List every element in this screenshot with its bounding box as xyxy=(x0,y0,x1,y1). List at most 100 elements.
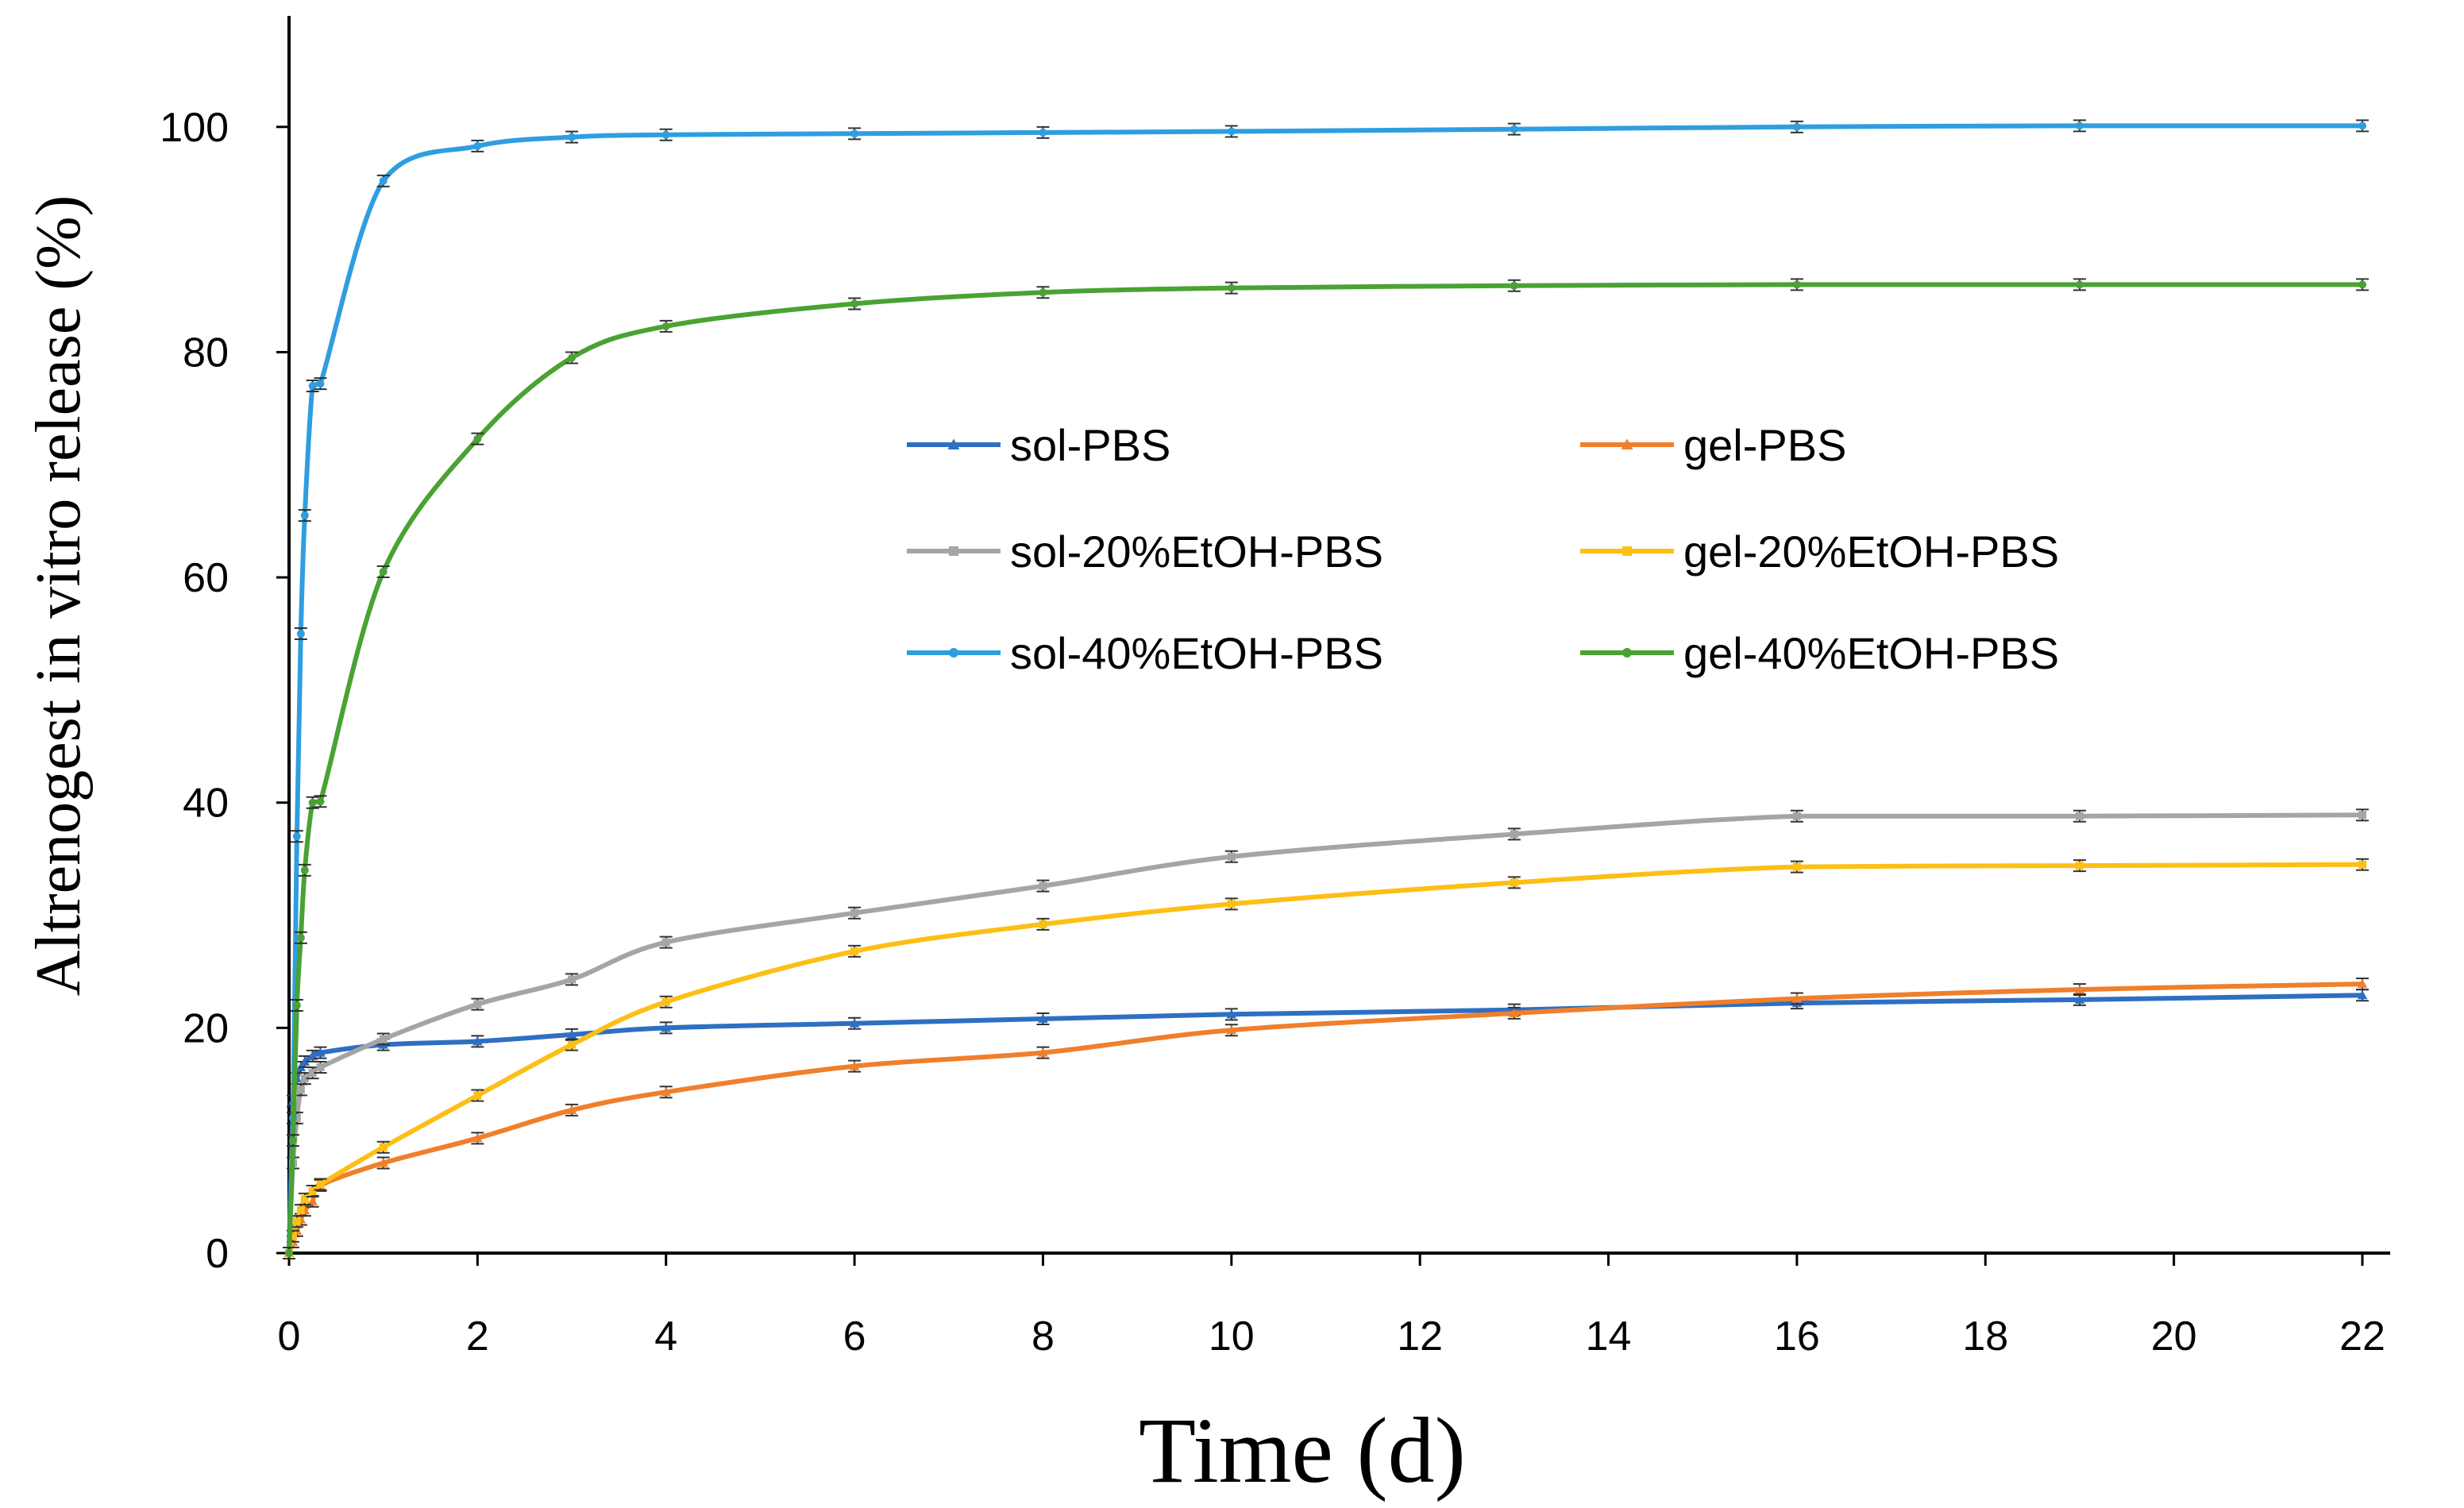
legend-item: gel-40%EtOH-PBS xyxy=(1580,628,2059,678)
x-tick-label: 14 xyxy=(1586,1313,1632,1360)
y-ticks: 0 20 40 60 80 100 xyxy=(160,105,289,1277)
legend-label: sol-PBS xyxy=(1010,420,1170,470)
data-point xyxy=(308,382,317,390)
legend-item: gel-PBS xyxy=(1580,420,1846,470)
legend-label: sol-40%EtOH-PBS xyxy=(1010,628,1383,678)
data-point xyxy=(307,1196,318,1205)
data-point xyxy=(300,511,309,520)
data-point xyxy=(568,133,576,141)
legend-label: sol-20%EtOH-PBS xyxy=(1010,526,1383,577)
y-tick-label: 80 xyxy=(183,330,229,376)
y-tick-label: 20 xyxy=(183,1005,229,1051)
data-point xyxy=(2358,860,2366,869)
data-point xyxy=(473,1000,482,1009)
legend-label: gel-40%EtOH-PBS xyxy=(1683,628,2059,678)
data-point xyxy=(288,1136,297,1145)
data-point xyxy=(299,1056,310,1066)
data-point xyxy=(661,938,670,947)
data-point xyxy=(849,1061,860,1070)
data-point xyxy=(2358,811,2366,820)
data-point xyxy=(308,1187,317,1195)
x-tick-label: 8 xyxy=(1031,1313,1055,1360)
data-point xyxy=(849,1018,860,1028)
data-point xyxy=(2075,121,2084,130)
data-point xyxy=(661,1086,671,1097)
data-point xyxy=(2074,984,2085,994)
x-tick-label: 20 xyxy=(2151,1313,2197,1360)
data-point xyxy=(379,1143,388,1151)
data-point xyxy=(1039,920,1047,928)
data-point xyxy=(661,1023,671,1032)
data-point xyxy=(292,1217,301,1226)
x-axis-title: Time (d) xyxy=(1139,1398,1466,1502)
data-point xyxy=(379,568,388,576)
data-point xyxy=(568,975,576,984)
data-point xyxy=(472,1036,483,1046)
legend-swatch-marker xyxy=(1621,438,1633,449)
data-point xyxy=(568,1040,576,1049)
data-point xyxy=(1792,862,1801,871)
x-tick-label: 2 xyxy=(466,1313,489,1360)
x-tick-label: 6 xyxy=(843,1313,866,1360)
data-point xyxy=(1038,1013,1048,1024)
data-point xyxy=(1039,288,1047,297)
data-point xyxy=(2357,989,2368,1000)
data-point xyxy=(2075,862,2084,870)
data-point xyxy=(2358,121,2366,130)
data-point xyxy=(316,1063,325,1071)
series-layer xyxy=(283,119,2369,1259)
data-point xyxy=(296,1086,305,1094)
data-point xyxy=(850,129,859,138)
data-point xyxy=(473,141,482,150)
data-point xyxy=(1791,993,1803,1003)
data-point xyxy=(1227,900,1236,908)
legend-item: sol-20%EtOH-PBS xyxy=(907,526,1383,577)
data-point xyxy=(1510,878,1518,887)
data-point xyxy=(296,933,305,942)
data-point xyxy=(1792,122,1801,131)
x-tick-label: 22 xyxy=(2339,1313,2385,1360)
data-point xyxy=(300,1074,309,1083)
axes xyxy=(287,16,2390,1255)
data-point xyxy=(1792,812,1801,820)
series-gel-20%EtOH-PBS xyxy=(283,858,2369,1259)
legend-item: sol-40%EtOH-PBS xyxy=(907,628,1383,678)
legend-label: gel-20%EtOH-PBS xyxy=(1683,526,2059,577)
data-point xyxy=(1226,1009,1237,1019)
legend-swatch-marker xyxy=(1622,648,1632,658)
data-point xyxy=(316,797,325,806)
data-point xyxy=(300,1194,309,1203)
data-point xyxy=(308,1069,317,1078)
legend-swatch-marker xyxy=(949,546,958,556)
legend-swatch-marker xyxy=(1622,546,1632,556)
data-point xyxy=(2357,978,2368,989)
data-point xyxy=(1227,283,1236,292)
data-point xyxy=(1510,830,1518,839)
data-point xyxy=(566,1029,577,1039)
data-point xyxy=(1039,128,1047,137)
data-point xyxy=(473,434,482,443)
x-ticks: 0 2 4 6 8 10 12 14 16 18 20 22 xyxy=(278,1253,2385,1360)
data-point xyxy=(661,322,670,330)
legend-label: gel-PBS xyxy=(1683,420,1846,470)
data-point xyxy=(300,866,309,874)
x-tick-label: 12 xyxy=(1397,1313,1443,1360)
x-tick-label: 4 xyxy=(654,1313,677,1360)
data-point xyxy=(379,176,388,185)
series-line xyxy=(287,282,2365,1255)
data-point xyxy=(378,1158,388,1167)
data-point xyxy=(379,1035,388,1043)
x-tick-label: 16 xyxy=(1774,1313,1820,1360)
data-point xyxy=(661,997,670,1006)
data-point xyxy=(1227,852,1236,861)
data-point xyxy=(308,798,317,807)
data-point xyxy=(568,353,576,362)
data-point xyxy=(472,1133,483,1143)
data-point xyxy=(2075,812,2084,820)
y-tick-label: 0 xyxy=(206,1231,229,1277)
data-point xyxy=(1227,127,1236,136)
data-point xyxy=(566,1105,577,1114)
data-point xyxy=(316,1180,325,1189)
